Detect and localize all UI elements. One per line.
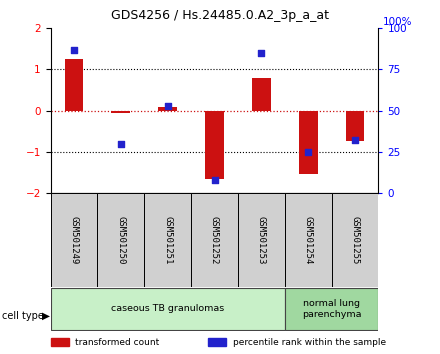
Text: cell type: cell type [2,311,44,321]
Text: GSM501253: GSM501253 [257,216,266,264]
Text: 100%: 100% [383,17,412,27]
Point [258,50,265,56]
FancyBboxPatch shape [97,193,144,287]
Text: GSM501255: GSM501255 [351,216,359,264]
Bar [208,338,226,346]
Text: GDS4256 / Hs.24485.0.A2_3p_a_at: GDS4256 / Hs.24485.0.A2_3p_a_at [111,9,329,22]
Point [352,137,359,143]
FancyBboxPatch shape [285,287,378,330]
Point [70,47,77,52]
Bar [158,107,177,111]
Text: percentile rank within the sample: percentile rank within the sample [232,338,385,347]
Text: transformed count: transformed count [75,338,159,347]
Bar [51,338,69,346]
Text: GSM501254: GSM501254 [304,216,313,264]
FancyBboxPatch shape [191,193,238,287]
FancyBboxPatch shape [51,287,285,330]
Bar [205,111,224,178]
Bar [111,111,130,113]
FancyBboxPatch shape [238,193,285,287]
FancyBboxPatch shape [51,193,97,287]
Point [211,177,218,183]
Text: GSM501252: GSM501252 [210,216,219,264]
Text: GSM501250: GSM501250 [116,216,125,264]
Text: ▶: ▶ [42,311,50,321]
Text: GSM501249: GSM501249 [70,216,78,264]
Bar [346,111,364,142]
Point [304,149,312,155]
Bar [65,59,84,111]
FancyBboxPatch shape [144,193,191,287]
FancyBboxPatch shape [332,193,378,287]
FancyBboxPatch shape [285,193,332,287]
Bar [299,111,318,175]
Bar [252,78,271,111]
Point [117,141,125,147]
Text: caseous TB granulomas: caseous TB granulomas [111,304,224,313]
Text: normal lung
parenchyma: normal lung parenchyma [302,299,361,319]
Point [164,103,171,109]
Text: GSM501251: GSM501251 [163,216,172,264]
